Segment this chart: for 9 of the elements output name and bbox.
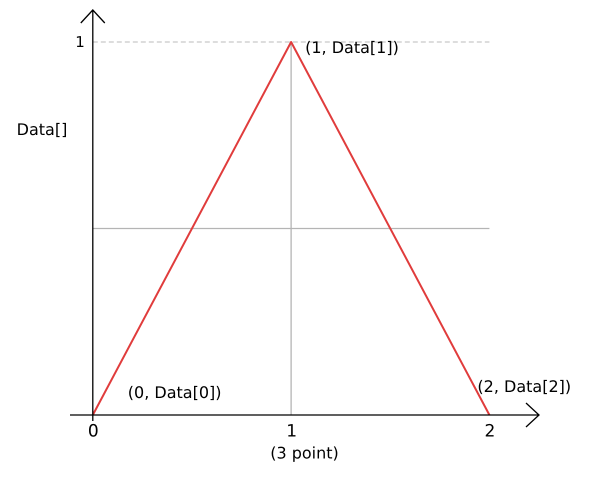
ref-line-label: 1 — [75, 33, 85, 51]
annotation: (0, Data[0]) — [128, 383, 222, 402]
x-tick-label: 1 — [286, 422, 298, 442]
x-tick-label: 2 — [484, 422, 496, 442]
annotation: (2, Data[2]) — [477, 377, 572, 396]
x-tick-label: 0 — [88, 422, 99, 442]
annotation: (1, Data[1]) — [305, 38, 399, 57]
x-axis-title: (3 point) — [270, 444, 339, 462]
y-axis-title: Data[] — [16, 120, 68, 139]
